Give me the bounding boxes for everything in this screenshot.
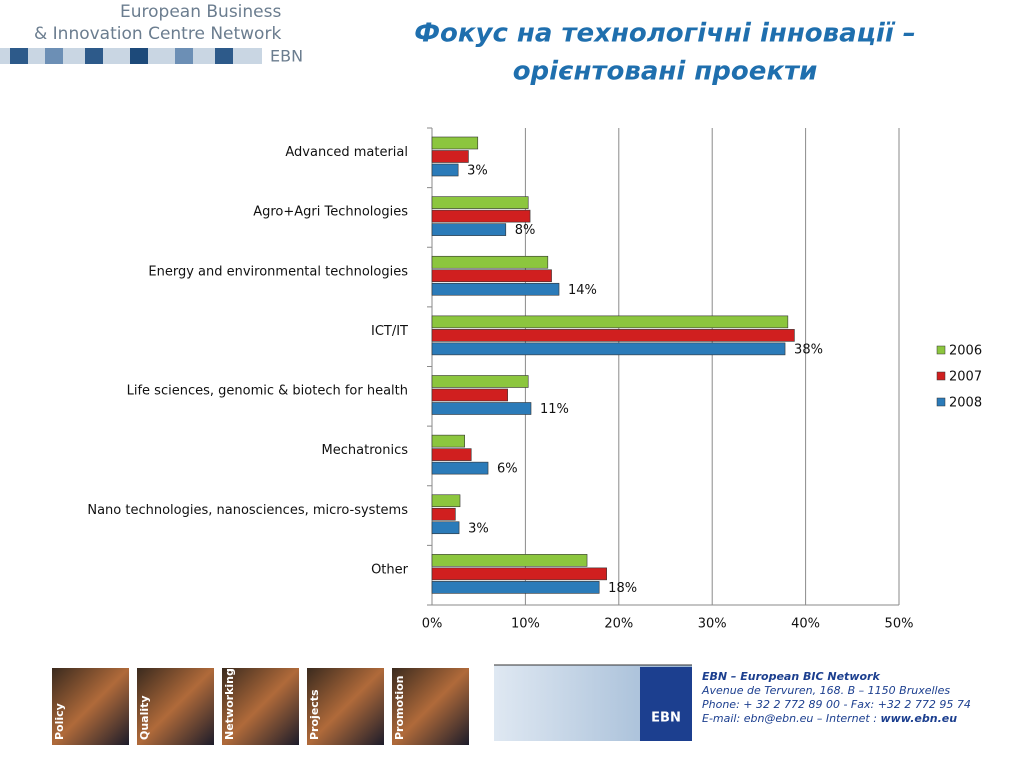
data-label: 3%: [467, 164, 488, 179]
bar: [431, 163, 459, 177]
footer-logo-text: EBN: [651, 711, 681, 726]
chart-title: орієнтовані проекти: [513, 57, 818, 87]
tile-label: Projects: [308, 689, 321, 740]
logo-text: European Business: [120, 2, 281, 22]
footer-tile: [307, 668, 384, 745]
footer-tile: [137, 668, 214, 745]
legend-swatch: [936, 345, 946, 355]
tile-label: Quality: [138, 695, 151, 740]
footer-tile: [392, 668, 469, 745]
bar: [431, 567, 607, 581]
footer-tile: [52, 668, 129, 745]
y-tick-label: Mechatronics: [322, 443, 409, 458]
bar: [431, 388, 508, 402]
x-tick-label: 0%: [422, 617, 443, 632]
data-label: 8%: [515, 223, 536, 238]
bar: [431, 521, 460, 535]
email: E-mail: ebn@ebn.eu – Internet :: [702, 712, 880, 725]
bar: [431, 402, 532, 415]
x-tick-label: 50%: [885, 617, 914, 632]
y-tick-label: ICT/IT: [371, 324, 408, 339]
bar: [431, 342, 786, 356]
bar: [431, 223, 507, 236]
y-tick-label: Life sciences, genomic & biotech for hea…: [127, 384, 408, 399]
x-tick-label: 10%: [511, 617, 540, 632]
tile-label: Policy: [53, 703, 66, 740]
logo-block: [45, 48, 63, 64]
legend-swatch: [936, 397, 946, 407]
bar: [431, 315, 789, 329]
data-label: 18%: [608, 581, 637, 596]
logo-block: [130, 48, 148, 64]
x-tick-label: 30%: [698, 617, 727, 632]
logo-block: [175, 48, 193, 64]
bar: [431, 581, 600, 594]
bar: [431, 507, 456, 521]
y-tick-label: Other: [371, 562, 409, 577]
bar: [431, 282, 560, 296]
x-tick-label: 20%: [604, 617, 633, 632]
bar: [431, 375, 529, 388]
bar: [431, 150, 469, 163]
logo-text: & Innovation Centre Network: [34, 24, 281, 44]
chart-title: Фокус на технологічні інновації –: [414, 19, 916, 49]
header-logo: European Business & Innovation Centre Ne…: [0, 2, 303, 66]
data-label: 3%: [468, 521, 489, 536]
bar: [431, 448, 472, 461]
legend-label: 2008: [949, 396, 982, 411]
x-tick-label: 40%: [791, 617, 820, 632]
legend-swatch: [936, 371, 946, 381]
bar: [431, 136, 479, 150]
data-label: 38%: [794, 342, 823, 357]
footer-tiles: Policy Quality Networking Projects Promotion: [52, 668, 469, 745]
legend-label: 2007: [949, 370, 982, 385]
footer-phone: Phone: + 32 2 772 89 00 - Fax: +32 2 772…: [702, 698, 971, 711]
data-label: 6%: [497, 462, 518, 477]
bar: [431, 434, 465, 448]
y-tick-label: Energy and environmental technologies: [148, 264, 408, 279]
footer: Policy Quality Networking Projects Promotion…: [52, 664, 971, 745]
footer-email: E-mail: ebn@ebn.eu – Internet : www.ebn.…: [702, 712, 957, 725]
chart: 0% 10% 20% 30% 40% 50% Advanced material 3% Agro…: [87, 127, 982, 632]
bar: [431, 209, 531, 223]
data-label: 14%: [568, 283, 597, 298]
logo-ebn: EBN: [270, 47, 303, 66]
footer-org: EBN – European BIC Network: [702, 670, 880, 683]
bar: [431, 494, 461, 508]
logo-block: [85, 48, 103, 64]
bar: [431, 329, 795, 342]
y-tick-label: Nano technologies, nanosciences, micro-s…: [87, 503, 408, 518]
data-label: 11%: [540, 402, 569, 417]
logo-block: [215, 48, 233, 64]
legend-label: 2006: [949, 344, 982, 359]
y-tick-label: Advanced material: [285, 145, 408, 160]
tile-label: Promotion: [393, 676, 406, 740]
web: www.ebn.eu: [880, 712, 957, 725]
bar: [431, 461, 489, 475]
tile-label: Networking: [223, 668, 236, 740]
y-tick-label: Agro+Agri Technologies: [253, 205, 408, 220]
logo-block: [10, 48, 28, 64]
bar: [431, 196, 529, 209]
footer-logo-box: [640, 667, 692, 741]
bar: [431, 269, 552, 283]
footer-tile: [222, 668, 299, 745]
bar: [431, 554, 588, 567]
footer-address: Avenue de Tervuren, 168. B – 1150 Bruxel…: [701, 684, 950, 697]
bar: [431, 255, 549, 269]
